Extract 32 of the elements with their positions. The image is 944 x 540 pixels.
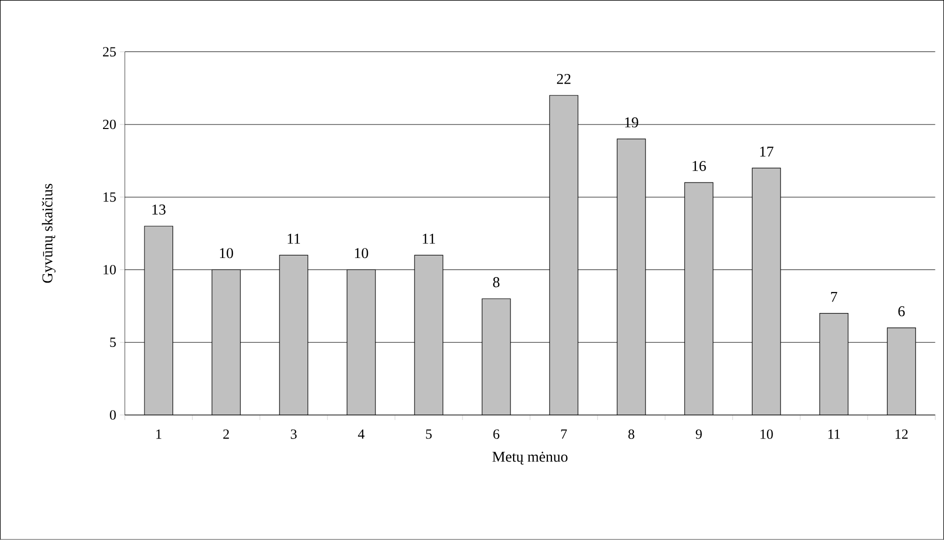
y-tick-label: 10: [104, 265, 116, 275]
y-axis-title: Gyvūnų skaičius: [42, 184, 56, 283]
y-tick-label: 5: [110, 338, 116, 348]
x-axis-title: Metų mėnuo: [492, 452, 568, 465]
data-label: 11: [288, 234, 300, 244]
data-label: 22: [556, 74, 570, 84]
data-label: 16: [692, 161, 706, 172]
y-tick-label: 15: [104, 192, 116, 202]
data-label: 19: [625, 117, 638, 128]
y-tick-label: 0: [110, 410, 116, 420]
x-tick-label: 6: [493, 430, 500, 439]
data-label: 11: [422, 234, 436, 244]
x-tick-label: 1: [156, 430, 162, 439]
data-label: 7: [831, 292, 838, 302]
data-label: 8: [493, 277, 500, 288]
x-tick-label: 7: [561, 430, 567, 439]
x-tick-label: 12: [896, 430, 908, 439]
data-label: 6: [898, 306, 905, 316]
x-tick-label: 4: [358, 430, 364, 439]
x-tick-label: 9: [696, 430, 702, 439]
x-tick-label: 2: [223, 430, 229, 439]
x-tick-label: 3: [290, 430, 297, 439]
y-tick-label: 20: [102, 120, 116, 130]
y-tick-label: 25: [102, 47, 116, 57]
data-label: 10: [220, 248, 234, 258]
data-label: 13: [152, 204, 166, 215]
x-tick-label: 11: [828, 430, 840, 439]
x-tick-label: 8: [628, 430, 634, 439]
x-tick-label: 10: [760, 430, 773, 439]
data-label: 17: [760, 146, 774, 157]
data-label: 10: [355, 248, 368, 258]
x-tick-label: 5: [426, 430, 432, 439]
